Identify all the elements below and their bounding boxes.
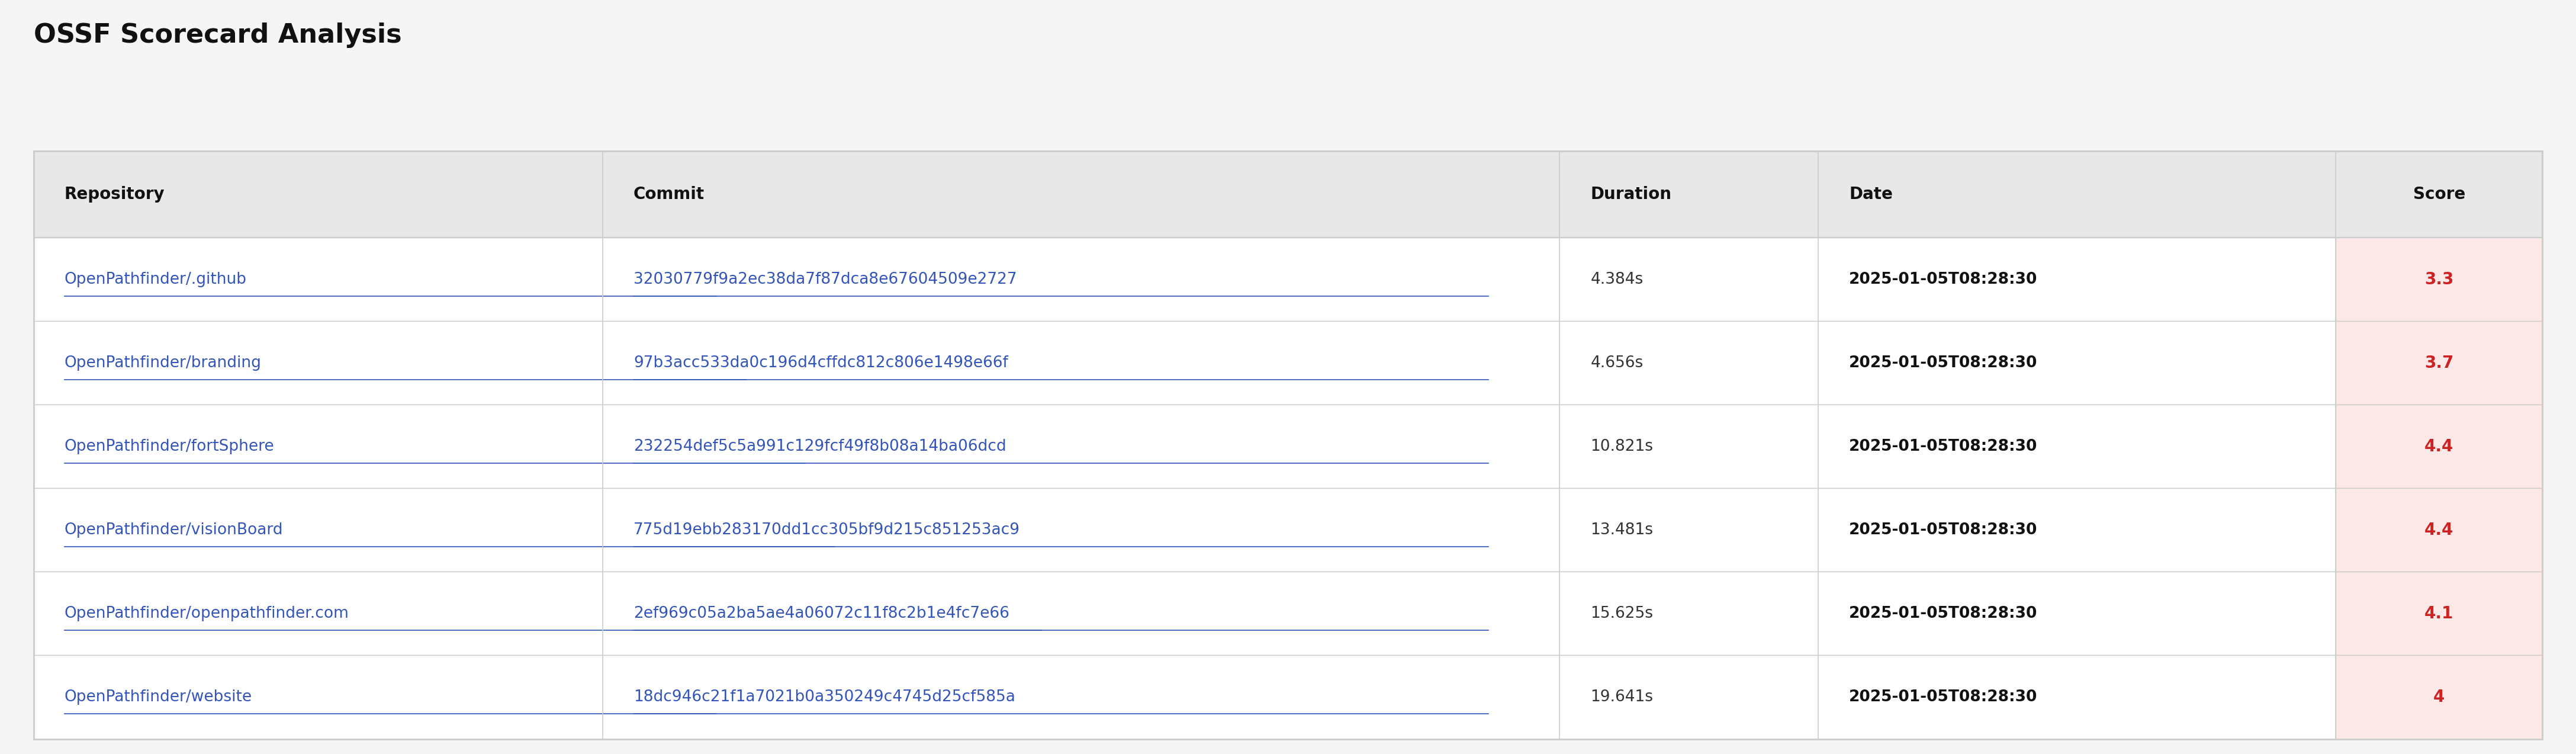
Text: 2025-01-05T08:28:30: 2025-01-05T08:28:30 [1850,689,2038,705]
Text: Repository: Repository [64,186,165,202]
Text: Commit: Commit [634,186,706,202]
FancyBboxPatch shape [2336,655,2543,739]
FancyBboxPatch shape [2336,238,2543,321]
FancyBboxPatch shape [33,238,2543,321]
Text: 4: 4 [2434,689,2445,706]
FancyBboxPatch shape [2336,572,2543,655]
Text: 2025-01-05T08:28:30: 2025-01-05T08:28:30 [1850,271,2038,287]
Text: 4.1: 4.1 [2424,605,2452,622]
Text: Score: Score [2414,186,2465,202]
FancyBboxPatch shape [2336,405,2543,489]
Text: 32030779f9a2ec38da7f87dca8e67604509e2727: 32030779f9a2ec38da7f87dca8e67604509e2727 [634,271,1018,287]
FancyBboxPatch shape [33,572,2543,655]
Text: OpenPathfinder/fortSphere: OpenPathfinder/fortSphere [64,439,276,454]
FancyBboxPatch shape [33,405,2543,489]
Text: 2ef969c05a2ba5ae4a06072c11f8c2b1e4fc7e66: 2ef969c05a2ba5ae4a06072c11f8c2b1e4fc7e66 [634,606,1010,621]
FancyBboxPatch shape [2336,321,2543,405]
Text: 10.821s: 10.821s [1589,439,1654,454]
Text: 775d19ebb283170dd1cc305bf9d215c851253ac9: 775d19ebb283170dd1cc305bf9d215c851253ac9 [634,523,1020,538]
Text: 18dc946c21f1a7021b0a350249c4745d25cf585a: 18dc946c21f1a7021b0a350249c4745d25cf585a [634,689,1015,705]
Text: 2025-01-05T08:28:30: 2025-01-05T08:28:30 [1850,355,2038,370]
Text: Duration: Duration [1589,186,1672,202]
Text: 2025-01-05T08:28:30: 2025-01-05T08:28:30 [1850,523,2038,538]
Text: 13.481s: 13.481s [1589,523,1654,538]
Text: OpenPathfinder/openpathfinder.com: OpenPathfinder/openpathfinder.com [64,606,350,621]
Text: 4.4: 4.4 [2424,522,2455,538]
Text: 4.384s: 4.384s [1589,271,1643,287]
Text: 232254def5c5a991c129fcf49f8b08a14ba06dcd: 232254def5c5a991c129fcf49f8b08a14ba06dcd [634,439,1007,454]
Text: OpenPathfinder/.github: OpenPathfinder/.github [64,271,247,287]
Text: 4.4: 4.4 [2424,438,2455,455]
Text: 19.641s: 19.641s [1589,689,1654,705]
Text: 15.625s: 15.625s [1589,606,1654,621]
FancyBboxPatch shape [33,489,2543,572]
Text: 4.656s: 4.656s [1589,355,1643,370]
Text: 2025-01-05T08:28:30: 2025-01-05T08:28:30 [1850,439,2038,454]
FancyBboxPatch shape [33,151,2543,238]
Text: 3.7: 3.7 [2424,354,2455,371]
Text: 3.3: 3.3 [2424,271,2455,287]
FancyBboxPatch shape [33,321,2543,405]
FancyBboxPatch shape [2336,489,2543,572]
Text: Date: Date [1850,186,1893,202]
Text: OpenPathfinder/branding: OpenPathfinder/branding [64,355,263,370]
FancyBboxPatch shape [33,655,2543,739]
Text: 2025-01-05T08:28:30: 2025-01-05T08:28:30 [1850,606,2038,621]
Text: OpenPathfinder/visionBoard: OpenPathfinder/visionBoard [64,523,283,538]
Text: OSSF Scorecard Analysis: OSSF Scorecard Analysis [33,23,402,48]
Text: OpenPathfinder/website: OpenPathfinder/website [64,689,252,705]
Text: 97b3acc533da0c196d4cffdc812c806e1498e66f: 97b3acc533da0c196d4cffdc812c806e1498e66f [634,355,1007,370]
